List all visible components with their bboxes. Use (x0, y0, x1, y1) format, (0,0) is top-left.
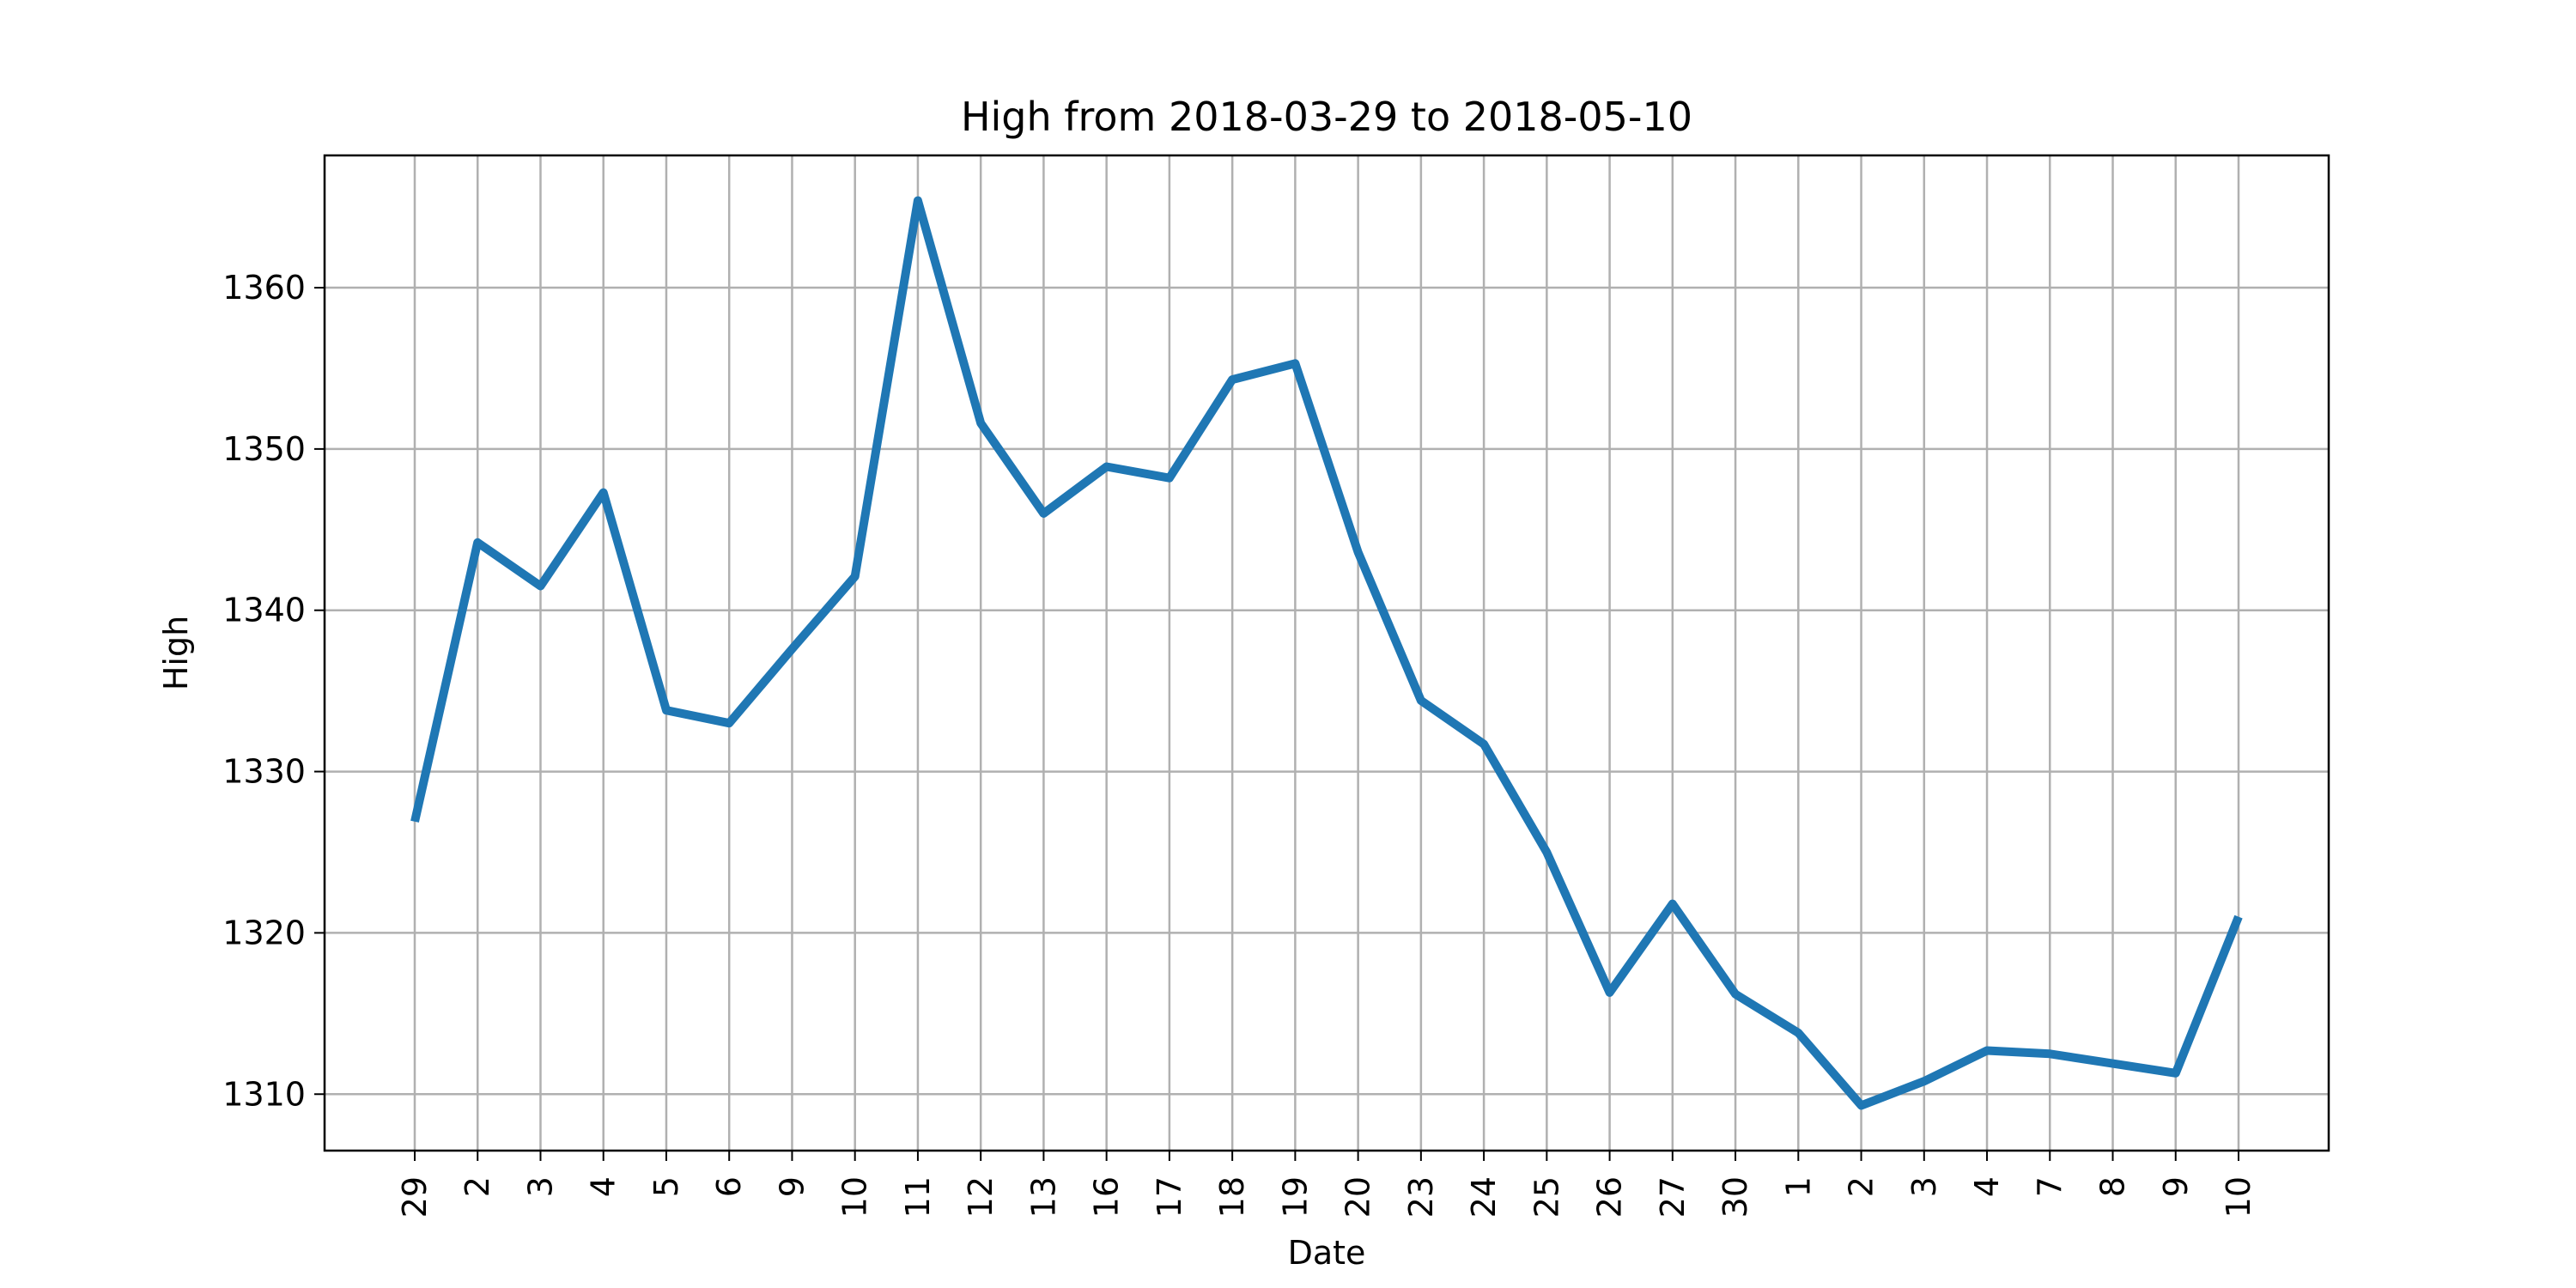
x-tick-label: 20 (1340, 1176, 1377, 1218)
y-tick-label: 1360 (222, 269, 306, 307)
data-point (1920, 1077, 1929, 1085)
y-tick-label: 1340 (222, 592, 306, 629)
x-tick-label: 9 (2157, 1176, 2195, 1197)
y-tick-label: 1350 (222, 430, 306, 468)
x-tick-label: 3 (521, 1176, 559, 1197)
x-tick-label: 5 (647, 1176, 685, 1197)
data-point (410, 817, 419, 826)
data-point (1228, 375, 1236, 384)
x-tick-label: 10 (836, 1176, 874, 1218)
x-tick-label: 2 (459, 1176, 496, 1197)
chart-title: High from 2018-03-29 to 2018-05-10 (961, 94, 1692, 140)
data-point (2109, 1060, 2117, 1068)
x-tick-label: 11 (899, 1176, 937, 1218)
data-point (914, 197, 922, 205)
grid (325, 155, 2329, 1151)
y-tick-label: 1310 (222, 1075, 306, 1113)
x-tick-label: 24 (1465, 1176, 1503, 1218)
data-point (1668, 900, 1677, 908)
x-tick-label: 30 (1716, 1176, 1754, 1218)
data-point (1165, 474, 1174, 483)
data-point (1606, 988, 1614, 997)
data-point (851, 572, 860, 580)
x-axis-label: Date (1288, 1234, 1366, 1272)
data-point (1039, 509, 1048, 518)
data-point (2234, 913, 2243, 921)
x-tick-label: 2 (1843, 1176, 1880, 1197)
x-tick-label: 7 (2031, 1176, 2069, 1197)
data-point (976, 419, 985, 428)
data-point (1479, 740, 1488, 749)
data-point (1103, 463, 1111, 471)
data-point (1291, 359, 1299, 368)
x-tick-label: 9 (773, 1176, 811, 1197)
x-tick-label: 26 (1591, 1176, 1629, 1218)
x-tick-label: 23 (1402, 1176, 1440, 1218)
data-point (787, 645, 796, 653)
data-point (473, 538, 482, 547)
data-point (725, 719, 733, 727)
data-point (2045, 1049, 2054, 1058)
data-point (1983, 1047, 1991, 1055)
data-point (599, 489, 608, 497)
x-tick-label: 8 (2094, 1176, 2132, 1197)
x-tick-label: 17 (1151, 1176, 1188, 1218)
data-point (1542, 848, 1551, 856)
x-tick-label: 4 (1968, 1176, 2006, 1197)
y-axis-label: High (157, 616, 195, 690)
x-tick-label: 6 (710, 1176, 748, 1197)
data-point (1417, 696, 1425, 705)
data-point (1794, 1029, 1802, 1037)
x-tick-label: 3 (1905, 1176, 1943, 1197)
data-point (1731, 990, 1740, 999)
plot-frame (323, 154, 2330, 1152)
data-point (536, 582, 544, 591)
x-tick-label: 1 (1779, 1176, 1817, 1197)
tick-layer: 29 2 3 4 5 6 9 10 11 12 13 16 17 18 19 20 23 24 25 26 27 30 1 2… (222, 269, 2257, 1218)
x-tick-label: 29 (396, 1176, 434, 1218)
data-point (1354, 548, 1363, 556)
data-point (662, 706, 671, 714)
x-tick-label: 13 (1024, 1176, 1062, 1218)
series-layer (410, 196, 2243, 1110)
data-point (1857, 1101, 1866, 1109)
x-tick-label: 16 (1088, 1176, 1126, 1218)
x-tick-label: 10 (2220, 1176, 2257, 1218)
x-tick-label: 4 (585, 1176, 623, 1197)
x-tick-label: 25 (1528, 1176, 1565, 1218)
y-tick-label: 1330 (222, 753, 306, 791)
series-line (410, 196, 2243, 1110)
x-tick-label: 27 (1654, 1176, 1692, 1218)
x-tick-label: 19 (1276, 1176, 1314, 1218)
x-tick-label: 12 (962, 1176, 999, 1218)
data-point (2172, 1069, 2180, 1078)
y-tick-label: 1320 (222, 914, 306, 951)
x-tick-label: 18 (1213, 1176, 1251, 1218)
